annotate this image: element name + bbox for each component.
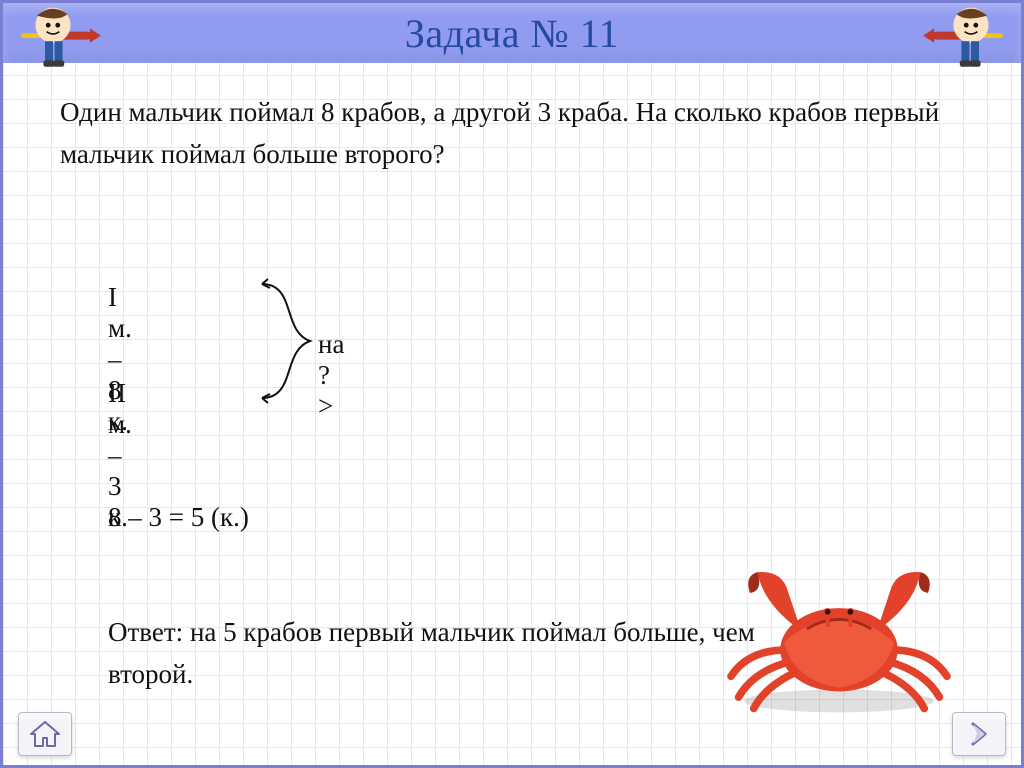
answer-label: Ответ: [108, 617, 183, 647]
slide-header: Задача № 11 [3, 3, 1021, 63]
curly-bracket-icon [256, 276, 316, 406]
nav-home-button[interactable] [18, 712, 72, 756]
home-icon [29, 720, 61, 748]
short-record-question: на ? > [318, 329, 344, 422]
mascot-left-icon [18, 0, 104, 78]
nav-next-button[interactable] [952, 712, 1006, 756]
answer-text: на 5 крабов первый мальчик поймал больше… [108, 617, 755, 689]
calculation: 8 – 3 = 5 (к.) [108, 502, 249, 533]
mascot-right-icon [920, 0, 1006, 78]
answer-block: Ответ: на 5 крабов первый мальчик поймал… [108, 612, 828, 696]
chevron-right-icon [963, 720, 995, 748]
slide-title: Задача № 11 [405, 10, 619, 57]
slide-content: Один мальчик поймал 8 крабов, а другой 3… [60, 92, 964, 708]
crab-illustration-icon [724, 538, 954, 718]
problem-text: Один мальчик поймал 8 крабов, а другой 3… [60, 92, 964, 176]
